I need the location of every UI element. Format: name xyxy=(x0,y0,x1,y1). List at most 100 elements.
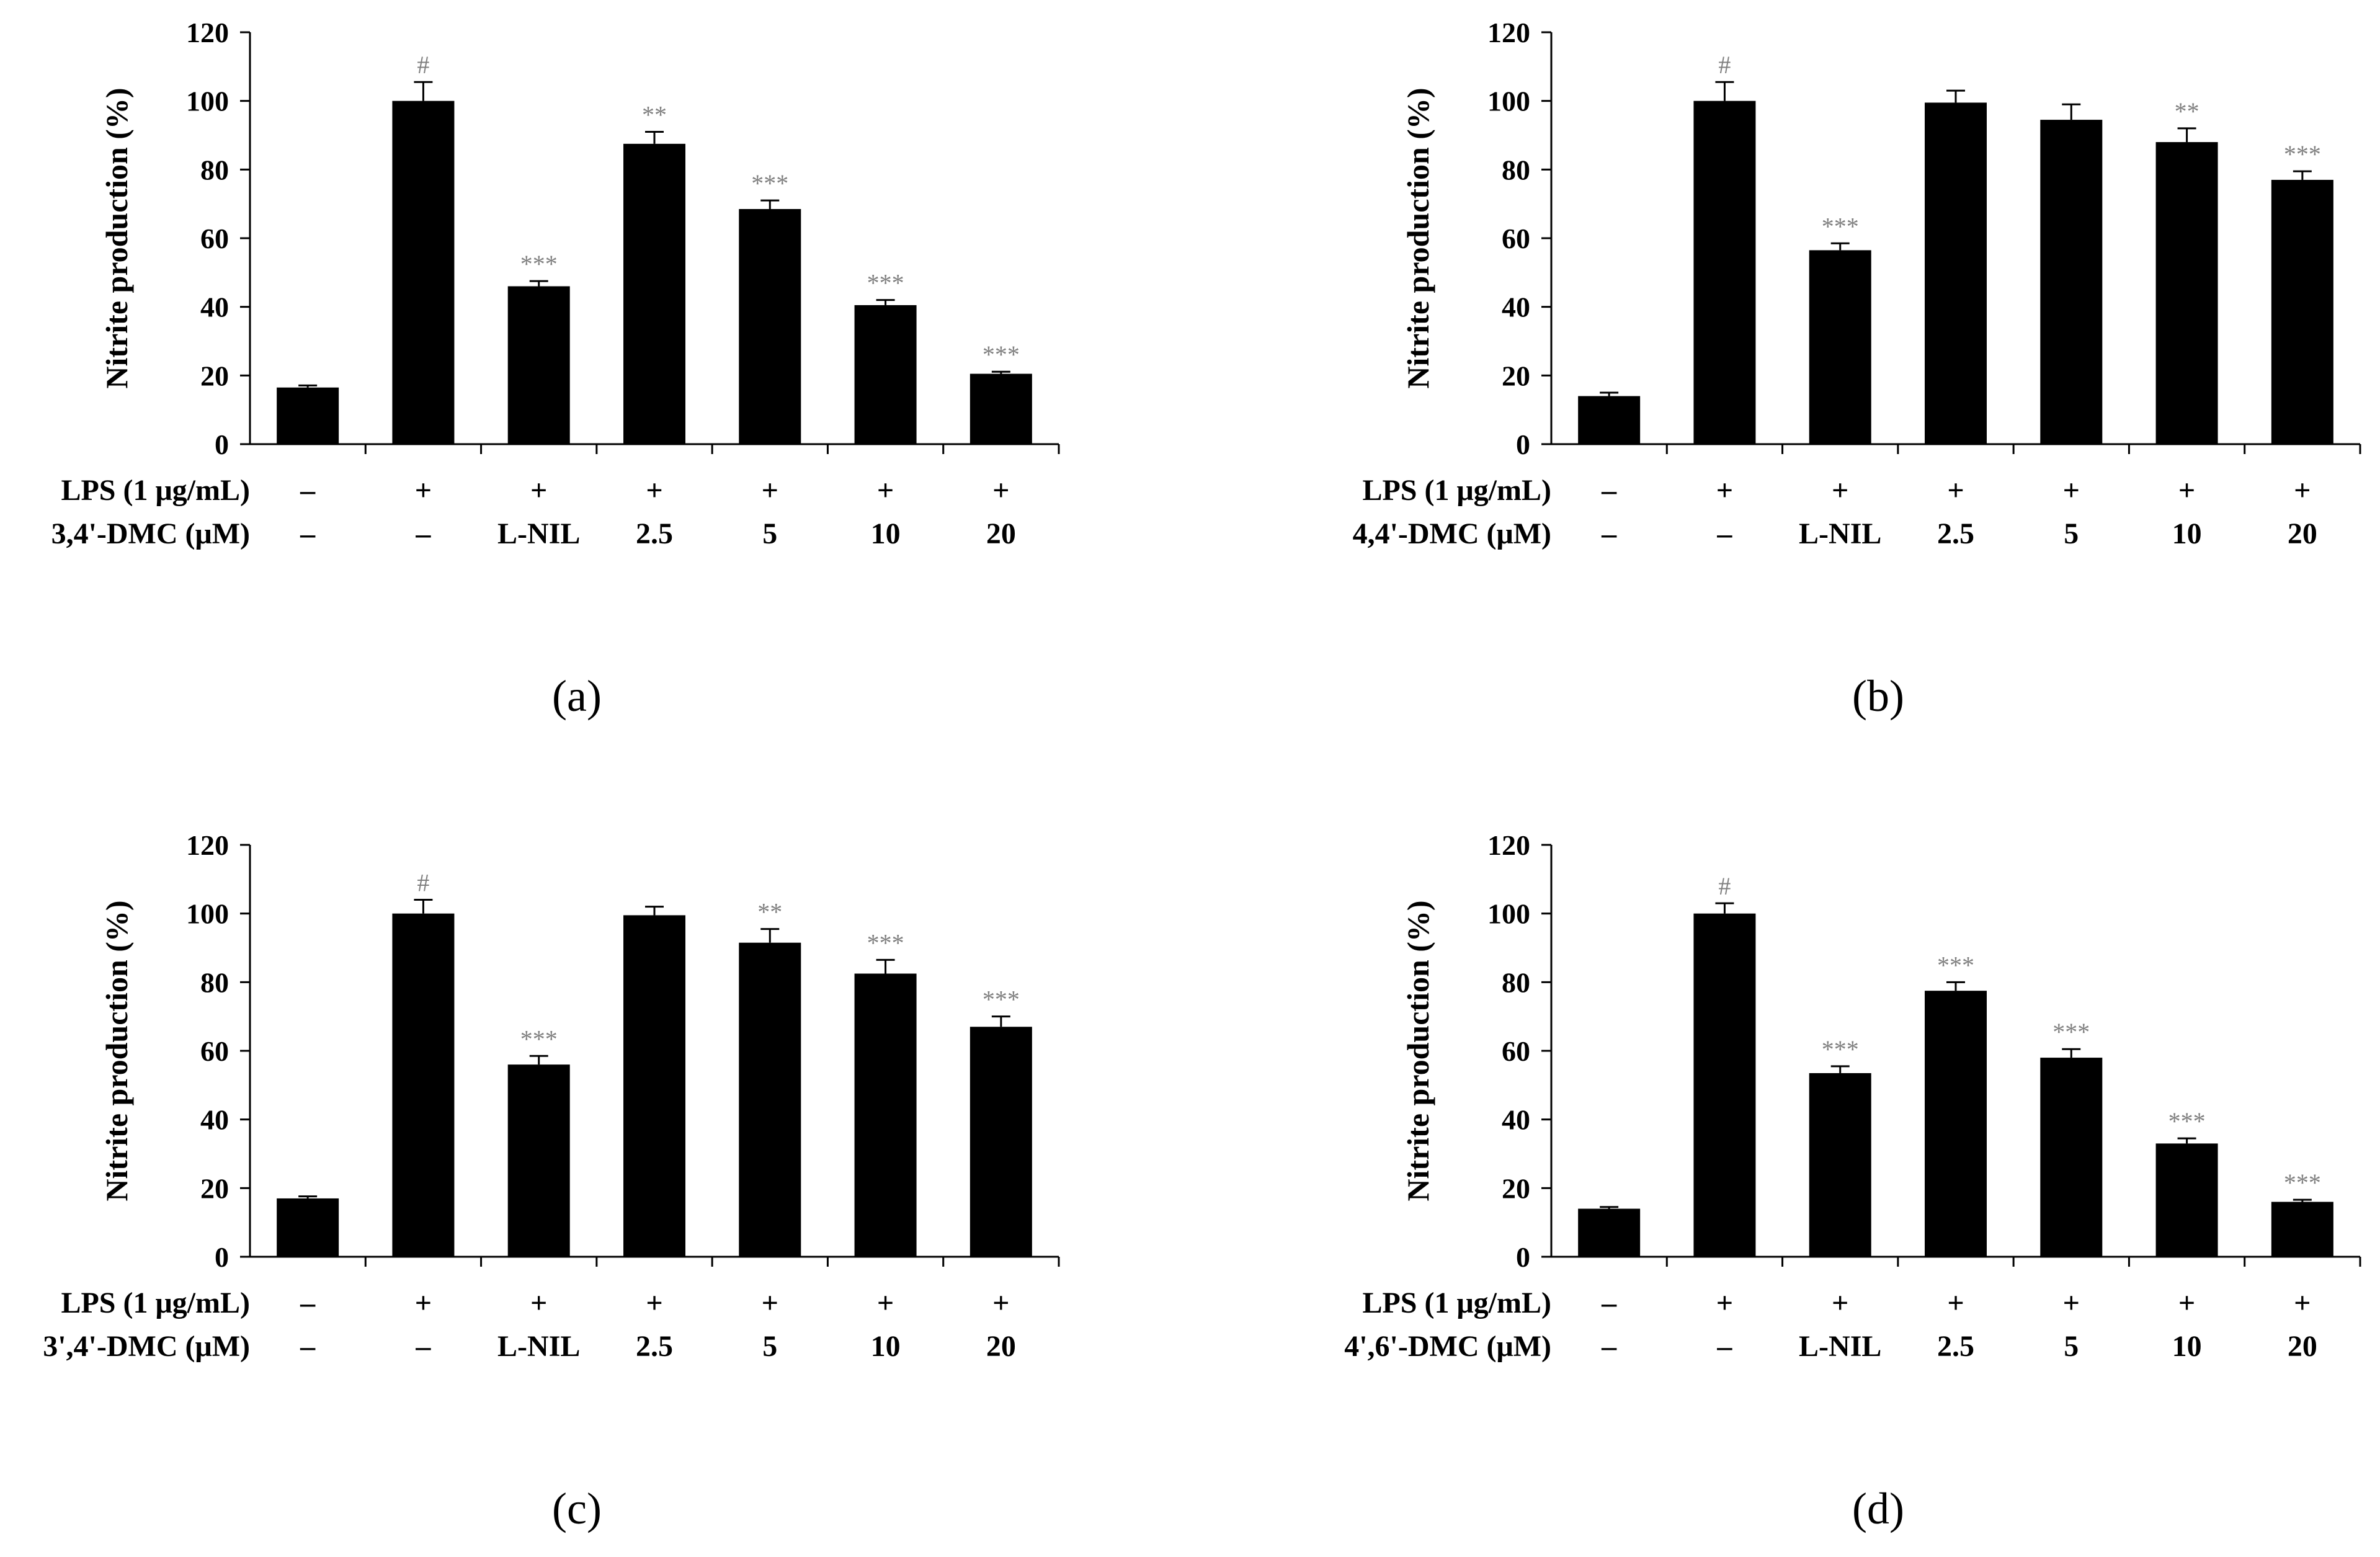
lps-cell: + xyxy=(1947,474,1964,507)
lps-cell: – xyxy=(1601,474,1617,507)
significance-mark: ** xyxy=(642,100,667,128)
lps-cell: + xyxy=(2294,1287,2311,1319)
y-tick-label: 40 xyxy=(200,292,229,323)
significance-mark: # xyxy=(417,869,429,897)
lps-cell: + xyxy=(1716,474,1733,507)
y-tick-label: 60 xyxy=(1502,223,1530,254)
y-tick-label: 100 xyxy=(1487,86,1530,117)
lps-row-label: LPS (1 μg/mL) xyxy=(61,1287,250,1319)
lps-cell: + xyxy=(646,474,662,507)
lps-cell: + xyxy=(415,1287,432,1319)
bar xyxy=(1809,250,1871,444)
lps-cell: + xyxy=(992,1287,1009,1319)
y-tick-label: 40 xyxy=(1502,292,1530,323)
treatment-cell: – xyxy=(1716,517,1732,550)
lps-cell: + xyxy=(1947,1287,1964,1319)
y-tick-label: 120 xyxy=(186,829,229,861)
significance-mark: *** xyxy=(520,1025,558,1053)
y-tick-label: 120 xyxy=(1487,17,1530,48)
bar xyxy=(2271,179,2333,444)
compound-row-label: 3',4'-DMC (μM) xyxy=(43,1330,250,1363)
compound-row-label: 4,4'-DMC (μM) xyxy=(1353,517,1551,550)
y-tick-label: 60 xyxy=(1502,1035,1530,1067)
lps-cell: + xyxy=(530,1287,547,1319)
y-tick-label: 100 xyxy=(1487,898,1530,930)
y-tick-label: 20 xyxy=(1502,360,1530,391)
y-tick-label: 80 xyxy=(200,966,229,998)
significance-mark: *** xyxy=(2052,1018,2090,1046)
treatment-cell: 5 xyxy=(2064,517,2079,550)
y-tick-label: 20 xyxy=(200,360,229,391)
bar xyxy=(1578,396,1641,444)
y-tick-label: 20 xyxy=(200,1172,229,1204)
y-tick-label: 80 xyxy=(1502,966,1530,998)
panel-label: (b) xyxy=(1852,671,1904,721)
bar xyxy=(277,1198,339,1257)
significance-mark: *** xyxy=(867,929,904,957)
lps-cell: + xyxy=(2294,474,2311,507)
significance-mark: *** xyxy=(2284,1169,2321,1197)
panel-a: 0 20 40 60 80 100 120 Nitrite production (%) # **… xyxy=(51,17,1060,721)
bar xyxy=(507,286,570,444)
y-axis-title: Nitrite production (%) xyxy=(99,900,134,1201)
treatment-cell: 2.5 xyxy=(1937,1330,1974,1363)
compound-row-label: 4',6'-DMC (μM) xyxy=(1344,1330,1551,1363)
panel-label: (c) xyxy=(552,1484,602,1533)
bar xyxy=(2040,1058,2103,1257)
y-axis-title: Nitrite production (%) xyxy=(1401,87,1435,388)
lps-cell: + xyxy=(1832,1287,1848,1319)
bar xyxy=(2155,1143,2218,1257)
treatment-cell: 10 xyxy=(871,517,901,550)
bar xyxy=(392,913,455,1257)
bar xyxy=(2155,142,2218,445)
compound-row-label: 3,4'-DMC (μM) xyxy=(51,517,250,550)
bar xyxy=(1693,100,1756,444)
panel-label: (a) xyxy=(552,671,602,721)
y-tick-label: 0 xyxy=(1516,429,1530,460)
bar xyxy=(1693,913,1756,1257)
bar xyxy=(507,1064,570,1257)
lps-cell: + xyxy=(877,474,894,507)
y-tick-label: 60 xyxy=(200,1035,229,1067)
treatment-cell: 10 xyxy=(2172,1330,2202,1363)
significance-mark: *** xyxy=(520,250,558,278)
treatment-cell: – xyxy=(1601,1330,1617,1363)
significance-mark: *** xyxy=(1822,212,1859,240)
y-tick-label: 100 xyxy=(186,86,229,117)
bar xyxy=(854,305,917,444)
y-tick-label: 120 xyxy=(186,17,229,48)
lps-row-label: LPS (1 μg/mL) xyxy=(1362,474,1551,507)
lps-cell: + xyxy=(2063,1287,2080,1319)
y-tick-label: 0 xyxy=(215,429,229,460)
bar xyxy=(739,208,801,444)
lps-row-label: LPS (1 μg/mL) xyxy=(61,474,250,507)
significance-mark: *** xyxy=(2168,1107,2206,1135)
treatment-cell: – xyxy=(415,517,431,550)
significance-mark: ** xyxy=(2175,97,2199,125)
bar xyxy=(854,973,917,1257)
lps-cell: + xyxy=(877,1287,894,1319)
treatment-cell: L-NIL xyxy=(497,1330,580,1363)
treatment-cell: 20 xyxy=(986,517,1016,550)
treatment-cell: 2.5 xyxy=(636,1330,673,1363)
significance-mark: *** xyxy=(1937,951,1974,979)
panel-d: 0 20 40 60 80 100 120 Nitrite production (%) # **… xyxy=(1344,829,2361,1533)
treatment-cell: – xyxy=(415,1330,431,1363)
panel-label: (d) xyxy=(1852,1484,1904,1533)
y-tick-label: 80 xyxy=(1502,154,1530,185)
treatment-cell: – xyxy=(300,517,316,550)
bar xyxy=(2271,1202,2333,1257)
significance-mark: # xyxy=(417,51,429,79)
treatment-cell: L-NIL xyxy=(497,517,580,550)
bar xyxy=(1925,991,1987,1257)
significance-mark: *** xyxy=(983,341,1020,368)
treatment-cell: L-NIL xyxy=(1799,1330,1881,1363)
panel-c: 0 20 40 60 80 100 120 Nitrite production (%) # **… xyxy=(43,829,1060,1533)
y-axis-title: Nitrite production (%) xyxy=(1401,900,1435,1201)
treatment-cell: – xyxy=(300,1330,316,1363)
bar xyxy=(739,942,801,1257)
treatment-cell: L-NIL xyxy=(1799,517,1881,550)
lps-cell: – xyxy=(300,474,316,507)
lps-cell: + xyxy=(762,474,778,507)
